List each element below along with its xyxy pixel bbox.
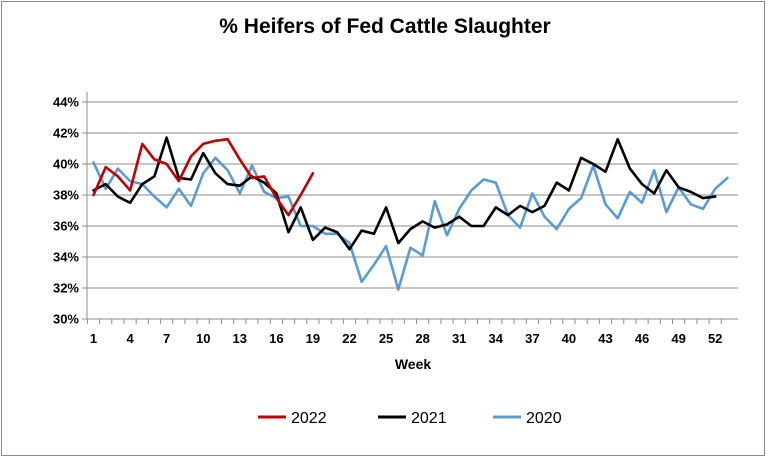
x-tick-label: 4	[126, 331, 134, 346]
x-tick-label: 37	[525, 331, 539, 346]
y-axis-ticks: 30% 32% 34% 36% 38% 40% 42% 44%	[53, 95, 87, 327]
x-axis-ticks: 1 4 7 10 13 16 19 22 25 28 31 34 37 40 43 46 49 52	[86, 319, 722, 346]
gridlines	[87, 101, 738, 289]
y-tick-label: 42%	[53, 126, 79, 141]
legend: 2022 2021 2020	[258, 410, 562, 427]
series-line-2020	[92, 156, 729, 291]
series-line-2022	[92, 137, 315, 217]
x-tick-label: 46	[635, 331, 649, 346]
axes	[86, 92, 738, 320]
chart-title: % Heifers of Fed Cattle Slaughter	[219, 15, 550, 38]
series-line-2021	[92, 136, 717, 251]
y-tick-label: 40%	[53, 157, 79, 172]
x-tick-label: 22	[342, 331, 356, 346]
x-tick-label: 19	[306, 331, 320, 346]
x-tick-label: 31	[452, 331, 466, 346]
x-tick-label: 7	[163, 331, 170, 346]
x-tick-label: 16	[269, 331, 283, 346]
y-tick-label: 30%	[53, 312, 79, 327]
legend-label-2021: 2021	[411, 410, 447, 427]
x-tick-label: 40	[562, 331, 576, 346]
x-tick-label: 25	[379, 331, 393, 346]
y-tick-label: 38%	[53, 188, 79, 203]
x-tick-label: 34	[489, 331, 504, 346]
y-tick-label: 44%	[53, 95, 79, 110]
x-tick-label: 49	[671, 331, 685, 346]
x-tick-label: 1	[90, 331, 97, 346]
y-tick-label: 32%	[53, 281, 79, 296]
x-tick-label: 10	[196, 331, 210, 346]
x-tick-label: 28	[415, 331, 429, 346]
x-tick-label: 13	[233, 331, 247, 346]
x-axis-title: Week	[395, 356, 432, 372]
series-lines	[92, 136, 729, 291]
legend-label-2022: 2022	[291, 410, 327, 427]
legend-label-2020: 2020	[526, 410, 562, 427]
x-tick-label: 52	[708, 331, 722, 346]
y-tick-label: 36%	[53, 219, 79, 234]
x-tick-label: 43	[598, 331, 612, 346]
y-tick-label: 34%	[53, 250, 79, 265]
